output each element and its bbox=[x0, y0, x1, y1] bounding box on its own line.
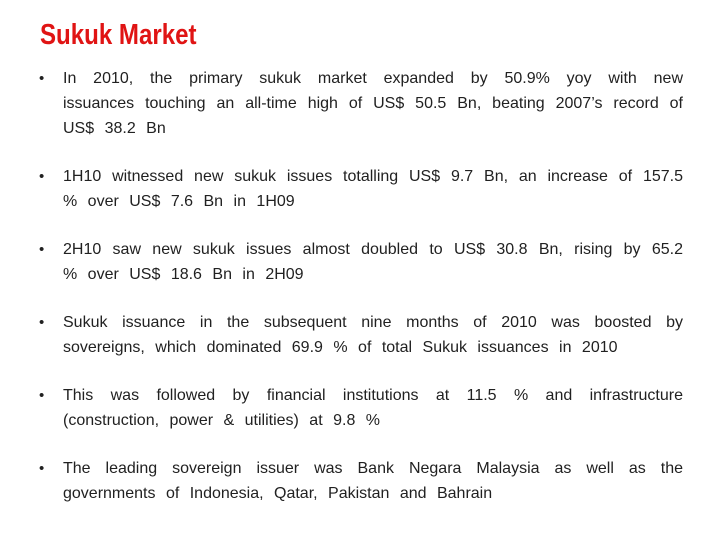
bullet-marker: • bbox=[39, 70, 45, 87]
bullet-list: • In 2010, the primary sukuk market expa… bbox=[38, 66, 683, 529]
bullet-text: The leading sovereign issuer was Bank Ne… bbox=[63, 460, 683, 502]
bullet-text: 1H10 witnessed new sukuk issues totallin… bbox=[63, 168, 683, 210]
bullet-marker: • bbox=[39, 460, 45, 477]
bullet-item: • In 2010, the primary sukuk market expa… bbox=[38, 66, 683, 141]
bullet-text: 2H10 saw new sukuk issues almost doubled… bbox=[63, 241, 683, 283]
bullet-marker: • bbox=[39, 241, 45, 258]
bullet-item: • 1H10 witnessed new sukuk issues totall… bbox=[38, 164, 683, 214]
bullet-text: In 2010, the primary sukuk market expand… bbox=[63, 70, 683, 137]
bullet-marker: • bbox=[39, 314, 45, 331]
bullet-marker: • bbox=[39, 387, 45, 404]
bullet-item: • Sukuk issuance in the subsequent nine … bbox=[38, 310, 683, 360]
slide-title: Sukuk Market bbox=[40, 19, 197, 51]
bullet-text: This was followed by financial instituti… bbox=[63, 387, 683, 429]
bullet-item: • The leading sovereign issuer was Bank … bbox=[38, 456, 683, 506]
bullet-item: • 2H10 saw new sukuk issues almost doubl… bbox=[38, 237, 683, 287]
bullet-marker: • bbox=[39, 168, 45, 185]
bullet-item: • This was followed by financial institu… bbox=[38, 383, 683, 433]
bullet-text: Sukuk issuance in the subsequent nine mo… bbox=[63, 314, 683, 356]
